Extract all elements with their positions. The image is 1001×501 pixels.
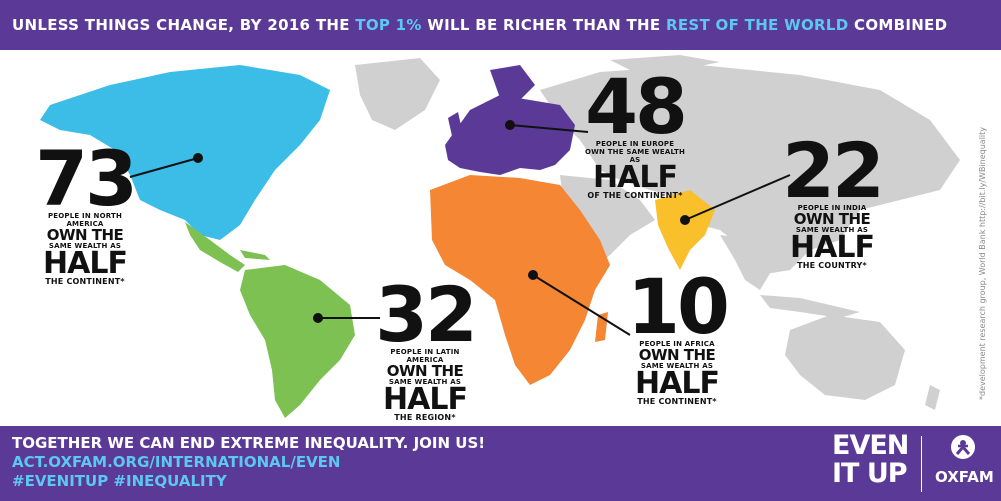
asia-shape bbox=[540, 65, 960, 275]
world-map bbox=[40, 55, 960, 418]
australia-shape bbox=[785, 315, 905, 400]
stat-people-label: PEOPLE IN INDIA bbox=[797, 204, 867, 212]
north-america-dot bbox=[193, 153, 203, 163]
footer-bar: TOGETHER WE CAN END EXTREME INEQUALITY. … bbox=[0, 426, 1001, 501]
africa-shape bbox=[430, 175, 610, 385]
latin-america-dot bbox=[313, 313, 323, 323]
stat-half-label: HALF bbox=[790, 230, 875, 265]
uk-shape bbox=[448, 112, 462, 136]
even-it-up-line-1: EVEN bbox=[832, 430, 909, 461]
stat-europe: 48 PEOPLE IN EUROPE OWN THE SAME WEALTH … bbox=[580, 62, 690, 201]
headline-highlight-rest: REST OF THE WORLD bbox=[665, 16, 849, 34]
stat-same-label: SAME WEALTH AS bbox=[640, 362, 714, 370]
stat-own-label: OWN THE bbox=[793, 210, 871, 228]
stat-number: 22 bbox=[782, 126, 885, 215]
stat-number: 48 bbox=[585, 62, 688, 151]
southeast-asia-shape bbox=[720, 235, 775, 290]
stat-number: 32 bbox=[375, 270, 478, 359]
south-america-shape bbox=[240, 265, 355, 418]
greenland-shape bbox=[355, 58, 440, 130]
arctic-islands-shape bbox=[610, 55, 720, 70]
oxfam-icon bbox=[951, 435, 975, 459]
headline-highlight-top-1: TOP 1% bbox=[355, 16, 422, 34]
header-bar: UNLESS THINGS CHANGE, BY 2016 THE TOP 1%… bbox=[0, 0, 1001, 50]
india-shape bbox=[655, 190, 715, 270]
headline-part-1: UNLESS THINGS CHANGE, BY 2016 THE bbox=[12, 16, 356, 34]
source-note: *development research group, World Bank … bbox=[978, 126, 987, 400]
stat-india: 22 PEOPLE IN INDIA OWN THE SAME WEALTH A… bbox=[782, 126, 885, 271]
stat-tail-label: THE CONTINENT* bbox=[45, 277, 125, 286]
europe-dot bbox=[505, 120, 515, 130]
india-leader bbox=[684, 174, 791, 221]
cta-hashtags: #EVENITUP #INEQUALITY bbox=[12, 472, 227, 490]
headline-part-3: COMBINED bbox=[848, 16, 948, 34]
stat-people-label: PEOPLE IN NORTH AMERICA bbox=[47, 212, 123, 228]
headline: UNLESS THINGS CHANGE, BY 2016 THE TOP 1%… bbox=[12, 16, 947, 34]
central-america-shape bbox=[185, 222, 245, 272]
stat-tail-label: THE COUNTRY* bbox=[797, 261, 867, 270]
stat-number: 73 bbox=[35, 134, 138, 223]
stat-number: 10 bbox=[627, 262, 730, 351]
japan-shape bbox=[878, 160, 897, 200]
new-zealand-shape bbox=[925, 385, 940, 410]
oxfam-logo: OXFAM bbox=[935, 434, 994, 486]
europe-leader bbox=[509, 124, 589, 133]
stat-same-label: SAME WEALTH AS bbox=[388, 378, 462, 386]
north-america-leader bbox=[129, 157, 199, 178]
scandinavia-shape bbox=[490, 65, 535, 100]
stat-people-label: PEOPLE IN AFRICA bbox=[639, 340, 715, 348]
stat-tail-label: OF THE CONTINENT* bbox=[587, 191, 683, 200]
north-america-shape bbox=[40, 65, 330, 240]
stat-half-label: HALF bbox=[383, 382, 468, 417]
stat-people-label: PEOPLE IN EUROPE bbox=[595, 140, 675, 148]
stat-latin-america: 32 PEOPLE IN LATIN AMERICA OWN THE SAME … bbox=[375, 270, 478, 423]
indonesia-shape bbox=[760, 295, 860, 318]
headline-part-2: WILL BE RICHER THAN THE bbox=[421, 16, 666, 34]
stat-north-america: 73 PEOPLE IN NORTH AMERICA OWN THE SAME … bbox=[30, 134, 140, 287]
stat-own-label: OWN THE bbox=[638, 346, 716, 364]
stat-africa: 10 PEOPLE IN AFRICA OWN THE SAME WEALTH … bbox=[622, 262, 732, 407]
stat-own-label: OWN THE bbox=[386, 362, 464, 380]
stat-same-label: SAME WEALTH AS bbox=[795, 226, 869, 234]
stat-own-label: OWN THE SAME WEALTH AS bbox=[584, 148, 686, 164]
call-to-action: TOGETHER WE CAN END EXTREME INEQUALITY. … bbox=[12, 434, 485, 491]
europe-shape bbox=[445, 95, 575, 175]
stat-own-label: OWN THE bbox=[46, 226, 124, 244]
even-it-up-logo: EVEN IT UP bbox=[832, 430, 909, 489]
stat-half-label: HALF bbox=[593, 160, 678, 195]
stat-tail-label: THE CONTINENT* bbox=[637, 397, 717, 406]
stat-same-label: SAME WEALTH AS bbox=[48, 242, 122, 250]
india-dot bbox=[680, 215, 690, 225]
oxfam-wordmark: OXFAM bbox=[935, 468, 994, 486]
africa-dot bbox=[528, 270, 538, 280]
logo-divider bbox=[921, 436, 922, 492]
world-map-area: 73 PEOPLE IN NORTH AMERICA OWN THE SAME … bbox=[0, 50, 1001, 425]
caribbean-shape bbox=[240, 250, 270, 260]
africa-leader bbox=[532, 274, 631, 336]
stat-tail-label: THE REGION* bbox=[394, 413, 456, 422]
stat-half-label: HALF bbox=[43, 246, 128, 281]
stat-half-label: HALF bbox=[635, 366, 720, 401]
leader-lines bbox=[129, 120, 791, 336]
stat-people-label: PEOPLE IN LATIN AMERICA bbox=[390, 348, 460, 364]
cta-link[interactable]: ACT.OXFAM.ORG/INTERNATIONAL/EVEN bbox=[12, 453, 341, 471]
cta-line-1: TOGETHER WE CAN END EXTREME INEQUALITY. … bbox=[12, 434, 486, 452]
even-it-up-line-2: IT UP bbox=[832, 458, 908, 489]
